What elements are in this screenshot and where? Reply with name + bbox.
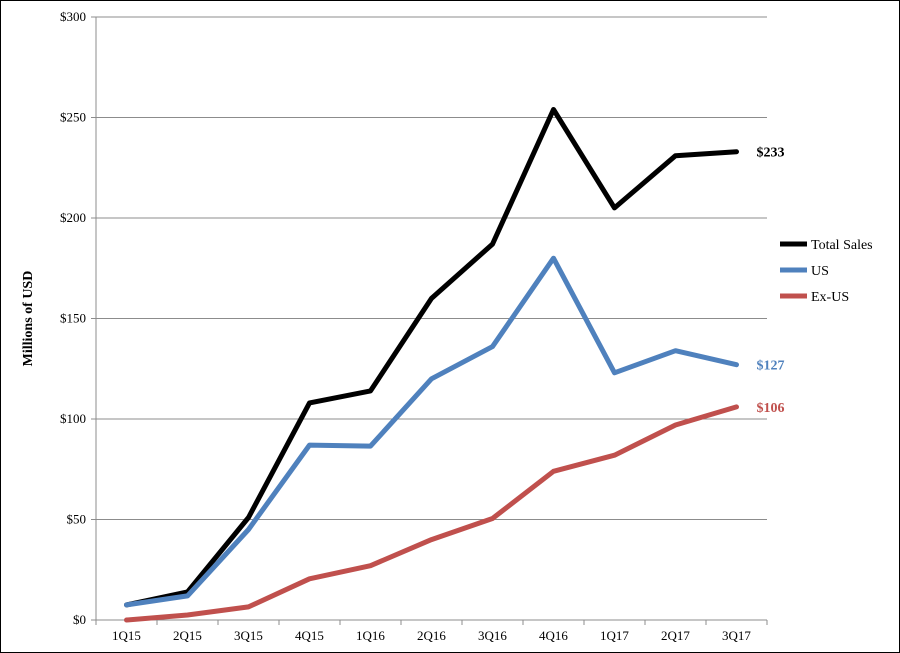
y-axis-label: Millions of USD xyxy=(21,271,36,367)
x-tick-label: 2Q17 xyxy=(661,628,690,643)
y-tick-label: $50 xyxy=(67,512,87,527)
grid-lines xyxy=(91,16,767,621)
series-end-labels: $233 $127 $106 xyxy=(757,146,785,416)
end-label: $106 xyxy=(757,401,785,416)
x-axis-ticks: 1Q15 2Q15 3Q15 4Q15 1Q16 2Q16 3Q16 4Q16 1Q17 2Q17… xyxy=(112,628,751,643)
x-tick-label: 2Q16 xyxy=(417,628,446,643)
series-lines xyxy=(124,107,739,623)
axes xyxy=(95,17,768,625)
series-line-ex-us xyxy=(124,404,739,623)
legend-label: Ex-US xyxy=(811,290,849,305)
x-tick-label: 3Q16 xyxy=(478,628,507,643)
legend-label: US xyxy=(811,264,829,279)
end-label: $233 xyxy=(757,146,785,161)
y-tick-label: $150 xyxy=(60,311,86,326)
x-tick-label: 4Q15 xyxy=(295,628,324,643)
legend-label: Total Sales xyxy=(811,238,873,253)
y-tick-label: $100 xyxy=(60,411,86,426)
y-tick-label: $0 xyxy=(73,612,86,627)
x-tick-label: 1Q15 xyxy=(112,628,141,643)
x-tick-label: 1Q16 xyxy=(356,628,385,643)
series-line-total-sales xyxy=(124,107,739,608)
y-tick-label: $200 xyxy=(60,210,86,225)
end-label: $127 xyxy=(757,359,785,374)
legend: Total Sales US Ex-US xyxy=(780,238,873,305)
x-tick-label: 3Q15 xyxy=(234,628,263,643)
x-tick-label: 2Q15 xyxy=(173,628,202,643)
x-tick-label: 4Q16 xyxy=(539,628,568,643)
y-tick-label: $250 xyxy=(60,110,86,125)
series-line-us xyxy=(124,255,739,608)
y-tick-label: $300 xyxy=(60,9,86,24)
x-tick-label: 3Q17 xyxy=(722,628,751,643)
x-tick-label: 1Q17 xyxy=(600,628,629,643)
y-axis-ticks: $0 $50 $100 $150 $200 $250 $300 xyxy=(60,9,86,627)
